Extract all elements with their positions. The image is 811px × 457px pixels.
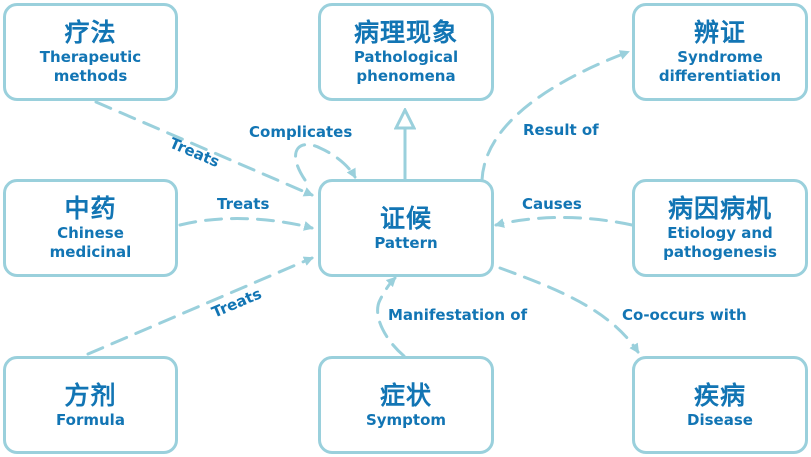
node-medicinal-en: Chinese medicinal: [49, 224, 132, 261]
node-etiology-en: Etiology and pathogenesis: [663, 224, 777, 261]
node-syndrome-differentiation: 辨证 Syndrome differentiation: [632, 3, 808, 101]
node-syndrome-en: Syndrome differentiation: [658, 48, 782, 85]
node-disease: 疾病 Disease: [632, 356, 808, 454]
edge-causes: [494, 216, 634, 228]
edge-label-manifestation-of: Manifestation of: [388, 306, 528, 324]
edge-manifestation-of: [376, 276, 406, 358]
edge-complicates-loop: [294, 143, 357, 182]
edge-label-causes: Causes: [522, 195, 582, 213]
node-symptom-zh: 症状: [379, 380, 432, 410]
edge-label-treats-medicinal: Treats: [217, 195, 270, 213]
node-chinese-medicinal: 中药 Chinese medicinal: [3, 179, 178, 277]
edge-therapeutic-treats: [94, 100, 314, 197]
node-formula-zh: 方剂: [64, 380, 117, 410]
node-medicinal-zh: 中药: [64, 194, 117, 223]
edge-co-occurs-with: [498, 266, 640, 354]
node-formula-en: Formula: [56, 410, 125, 429]
node-formula: 方剂 Formula: [3, 356, 178, 454]
edge-label-co-occurs-with: Co-occurs with: [622, 306, 747, 324]
node-disease-zh: 疾病: [693, 380, 746, 410]
node-pathological-en: Pathological phenomena: [353, 48, 459, 85]
node-pathological-phenomena: 病理现象 Pathological phenomena: [318, 3, 494, 101]
node-pattern-en: Pattern: [374, 233, 438, 252]
node-disease-en: Disease: [687, 410, 753, 429]
node-therapeutic-en: Therapeutic methods: [39, 48, 142, 85]
edge-medicinal-treats: [178, 217, 314, 231]
node-pathological-zh: 病理现象: [353, 18, 458, 47]
node-syndrome-zh: 辨证: [693, 18, 746, 47]
node-therapeutic-methods: 疗法 Therapeutic methods: [3, 3, 178, 101]
edge-result-of: [480, 50, 630, 182]
node-etiology-zh: 病因病机: [667, 194, 772, 223]
edge-label-result-of: Result of: [523, 121, 599, 139]
edge-label-complicates: Complicates: [249, 123, 353, 141]
node-etiology-pathogenesis: 病因病机 Etiology and pathogenesis: [632, 179, 808, 277]
node-pattern-zh: 证候: [379, 203, 432, 233]
node-therapeutic-zh: 疗法: [64, 18, 117, 47]
node-symptom-en: Symptom: [365, 410, 447, 429]
node-pattern: 证候 Pattern: [318, 179, 494, 277]
edge-formula-treats: [86, 256, 314, 356]
node-symptom: 症状 Symptom: [318, 356, 494, 454]
